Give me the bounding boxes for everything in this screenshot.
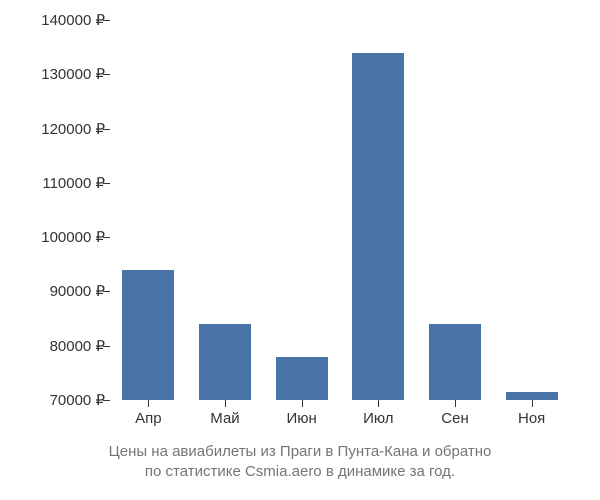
- x-tick: [225, 400, 226, 407]
- bar: [429, 324, 481, 400]
- y-tick: [103, 183, 110, 184]
- caption-line-1: Цены на авиабилеты из Праги в Пунта-Кана…: [109, 443, 492, 460]
- y-tick: [103, 237, 110, 238]
- y-tick: [103, 74, 110, 75]
- bar: [122, 270, 174, 400]
- x-tick: [302, 400, 303, 407]
- chart-caption: Цены на авиабилеты из Праги в Пунта-Кана…: [0, 442, 600, 483]
- x-axis-label: Апр: [135, 410, 161, 427]
- y-axis-label: 140000 ₽: [41, 11, 105, 29]
- y-axis-label: 80000 ₽: [50, 337, 105, 355]
- y-axis-label: 70000 ₽: [50, 391, 105, 409]
- x-axis-label: Июн: [286, 410, 316, 427]
- bar: [199, 324, 251, 400]
- y-tick: [103, 346, 110, 347]
- bar: [506, 392, 558, 400]
- y-axis-label: 100000 ₽: [41, 228, 105, 246]
- x-tick: [455, 400, 456, 407]
- x-tick: [378, 400, 379, 407]
- x-axis-label: Июл: [363, 410, 393, 427]
- bar: [352, 53, 404, 400]
- y-axis-label: 120000 ₽: [41, 120, 105, 138]
- plot-area: [110, 20, 570, 400]
- x-tick: [532, 400, 533, 407]
- y-tick: [103, 129, 110, 130]
- y-tick: [103, 20, 110, 21]
- caption-line-2: по статистике Csmia.aero в динамике за г…: [145, 463, 455, 480]
- x-axis-label: Ноя: [518, 410, 545, 427]
- x-axis-label: Сен: [441, 410, 468, 427]
- bar: [276, 357, 328, 400]
- y-axis-label: 90000 ₽: [50, 282, 105, 300]
- price-chart: 70000 ₽ 80000 ₽ 90000 ₽ 100000 ₽ 110000 ₽ 120…: [0, 0, 600, 500]
- x-axis-label: Май: [210, 410, 239, 427]
- y-tick: [103, 400, 110, 401]
- y-axis-label: 110000 ₽: [42, 174, 105, 192]
- y-tick: [103, 291, 110, 292]
- y-axis-label: 130000 ₽: [41, 65, 105, 83]
- x-tick: [148, 400, 149, 407]
